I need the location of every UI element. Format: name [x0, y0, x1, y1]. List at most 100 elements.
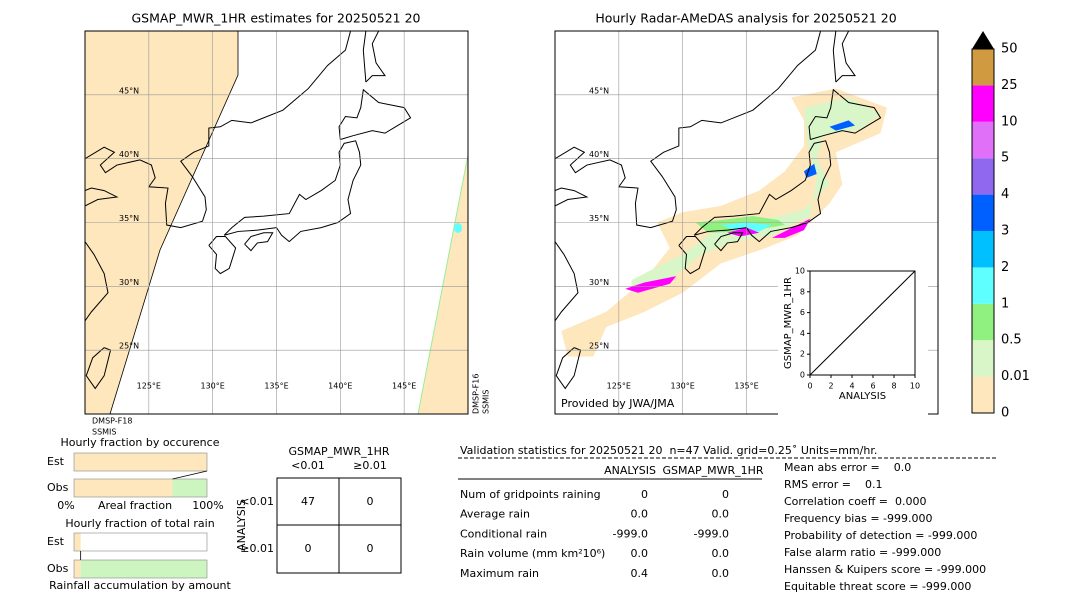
lat-label: 30°N	[589, 278, 609, 287]
fraction-bar	[74, 453, 207, 471]
lat-label: 40°N	[589, 150, 609, 159]
colorbar-label: 0.5	[1001, 333, 1022, 348]
inset-frame	[809, 270, 916, 376]
stat-label: Conditional rain	[460, 527, 547, 540]
colorbar-extend	[972, 31, 994, 49]
stat-label: Average rain	[460, 508, 530, 521]
sensor-label: DMSP-F18	[92, 417, 132, 426]
column-header: <0.01	[291, 459, 325, 472]
colorbar-segment	[972, 376, 994, 413]
colorbar-label: 0	[1001, 406, 1009, 421]
lon-label: 130°E	[671, 382, 695, 391]
inset-bg	[778, 263, 928, 415]
lat-label: 30°N	[119, 278, 139, 287]
map-frame	[554, 30, 939, 415]
y-tick-label: 2	[800, 350, 805, 359]
map-frame	[84, 30, 469, 415]
column-header: ANALYSIS	[604, 464, 656, 477]
y-tick-label: 0	[800, 371, 805, 380]
score: Mean abs error = 0.0	[784, 461, 911, 474]
map-shape	[631, 97, 881, 293]
lon-label: 125°E	[137, 382, 161, 391]
map-title: Hourly Radar-AMeDAS analysis for 2025052…	[595, 11, 896, 26]
lon-label: 125°E	[607, 382, 631, 391]
y-tick-label: 8	[800, 287, 805, 296]
table-cell: 0	[305, 542, 312, 555]
score: Probability of detection = -999.000	[784, 529, 977, 542]
x-tick-label: 4	[849, 382, 854, 391]
map-shape	[714, 232, 744, 252]
row-label: Obs	[47, 562, 69, 575]
lon-label: 140°E	[328, 382, 352, 391]
map	[85, 31, 468, 414]
lon-label: 135°E	[264, 382, 288, 391]
x-tick-label: 10	[910, 382, 920, 391]
colorbar-label: 5	[1001, 151, 1009, 166]
colorbar-segment	[972, 340, 994, 377]
colorbar-label: 50	[1001, 42, 1018, 57]
sensor-label: DMSP-F16	[472, 374, 481, 414]
lon-label: 130°E	[201, 382, 225, 391]
map-shape	[555, 31, 822, 229]
axis-label: 100%	[192, 499, 223, 512]
map-shape	[362, 31, 386, 83]
score: RMS error = 0.1	[784, 478, 882, 491]
bar-frame	[73, 559, 208, 579]
map-shape	[555, 241, 579, 322]
table-cell: 47	[301, 495, 315, 508]
bar-frame	[73, 452, 208, 472]
score: Frequency bias = -999.000	[784, 512, 933, 525]
row-label: Obs	[47, 481, 69, 494]
axis-label: Areal fraction	[98, 499, 172, 512]
fraction-bar	[80, 560, 207, 578]
stat-value: 0.4	[631, 567, 649, 580]
map-shape	[244, 232, 274, 252]
row-header: <0.01	[240, 495, 274, 508]
map-shape	[338, 88, 412, 140]
map-shape	[727, 227, 760, 237]
stat-value: 0	[722, 488, 729, 501]
row-header: ≥0.01	[240, 542, 274, 555]
colorbar-label: 4	[1001, 187, 1009, 202]
lon-label: 145°E	[392, 382, 416, 391]
x-tick-label: 0	[807, 382, 812, 391]
score: Correlation coeff = 0.000	[784, 495, 926, 508]
map-shape	[555, 187, 589, 207]
score: Hanssen & Kuipers score = -999.000	[784, 563, 986, 576]
map-shape	[625, 276, 677, 293]
map-shape	[678, 236, 707, 275]
x-axis-label: ANALYSIS	[839, 391, 886, 402]
stat-value: -999.0	[613, 527, 648, 540]
lat-label: 45°N	[119, 86, 139, 95]
fraction-bar	[172, 479, 207, 497]
map-shape	[772, 218, 811, 238]
score: False alarm ratio = -999.000	[784, 546, 941, 559]
colorbar-label: 0.01	[1001, 369, 1030, 384]
colorbar-segment	[972, 85, 994, 122]
stat-value: 0.0	[712, 567, 730, 580]
column-header: GSMAP_MWR_1HR	[662, 464, 763, 477]
map-shape	[808, 88, 882, 140]
colorbar-label: 25	[1001, 78, 1018, 93]
sensor-label: SSMIS	[92, 428, 117, 437]
column-header: ≥0.01	[353, 459, 387, 472]
x-tick-label: 8	[891, 382, 896, 391]
y-tick-label: 6	[800, 308, 805, 317]
stat-label: Maximum rain	[460, 567, 539, 580]
row-axis-label: ANALYSIS	[235, 499, 248, 551]
colorbar-segment	[972, 303, 994, 341]
table-cell: 0	[367, 542, 374, 555]
stat-value: 0	[641, 488, 648, 501]
fraction-bar	[74, 533, 81, 551]
y-axis-label: GSMAP_MWR_1HR	[783, 277, 794, 369]
colorbar-label: 3	[1001, 224, 1009, 239]
sensor-label: SSMIS	[482, 390, 491, 415]
panel-footer: Rainfall accumulation by amount	[49, 579, 231, 592]
table-title: GSMAP_MWR_1HR	[288, 445, 389, 458]
map-shape	[85, 241, 109, 322]
y-tick-label: 10	[795, 267, 805, 276]
row-label: Est	[47, 535, 65, 548]
lon-label: 135°E	[734, 382, 758, 391]
stat-value: 0.0	[631, 508, 649, 521]
diagonal	[809, 270, 916, 376]
